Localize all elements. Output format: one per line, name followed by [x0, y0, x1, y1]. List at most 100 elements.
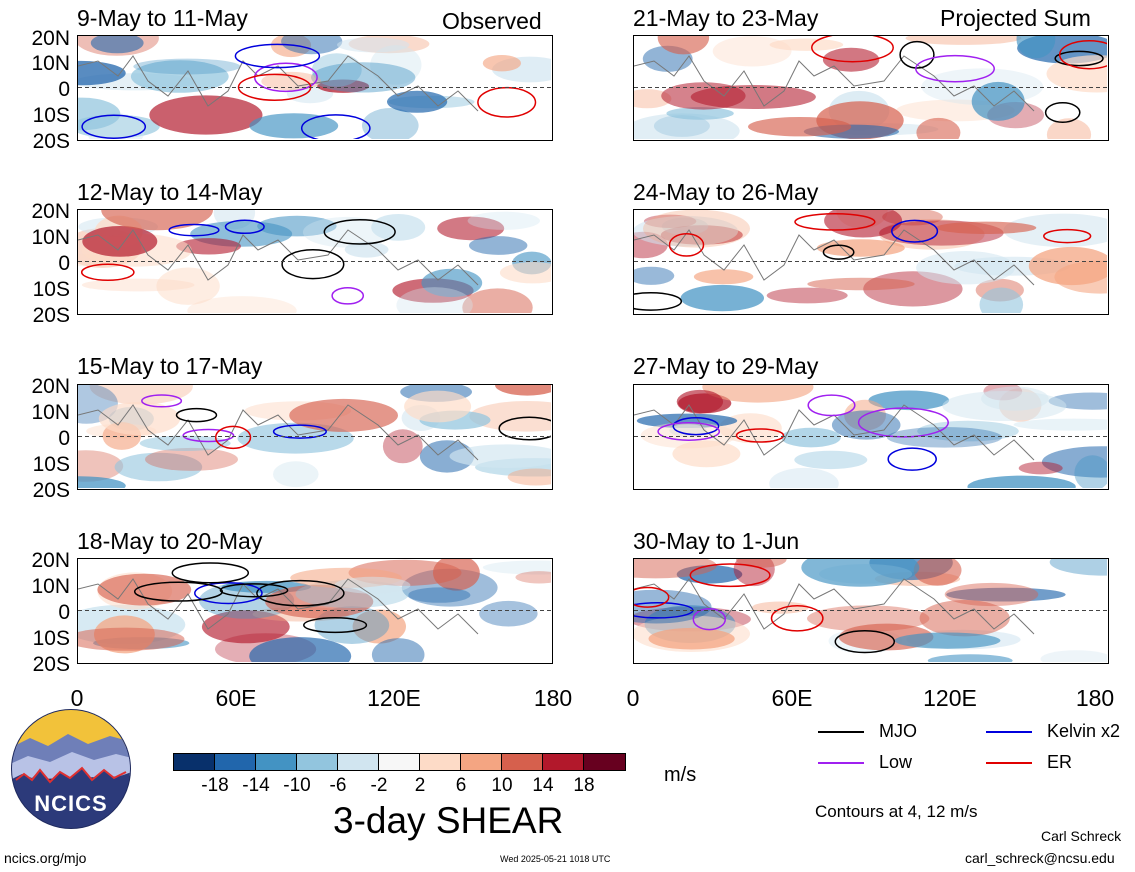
colorbar-swatch — [173, 753, 215, 771]
contour — [331, 286, 365, 305]
shear-blob — [133, 58, 241, 75]
colorbar-label: -18 — [201, 775, 229, 796]
shear-blob — [824, 210, 903, 238]
colorbar-swatch — [460, 753, 502, 771]
shear-blob — [404, 390, 472, 423]
panel-title: 24-May to 26-May — [633, 179, 819, 205]
contour — [807, 394, 856, 417]
map-panel — [77, 35, 553, 141]
lat-label: 20N — [31, 27, 70, 50]
contour — [915, 54, 995, 83]
map-field — [78, 559, 551, 662]
panel-title: 27-May to 29-May — [633, 353, 819, 379]
contour — [770, 604, 824, 632]
shear-blob — [482, 560, 551, 575]
shear-blob — [801, 559, 920, 587]
shear-blob — [946, 587, 1066, 602]
contour — [657, 422, 721, 441]
footer-email[interactable]: carl_schreck@ncsu.edu — [965, 850, 1115, 866]
contour — [300, 114, 371, 139]
colorbar-swatch — [378, 753, 420, 771]
lat-label: 20S — [32, 130, 70, 153]
shear-blob — [479, 600, 538, 627]
shear-blob — [78, 627, 185, 651]
lat-label: 10S — [32, 627, 70, 650]
shear-blob — [387, 90, 448, 113]
shear-blob — [261, 71, 322, 91]
shear-blob — [437, 216, 505, 241]
contour — [811, 36, 894, 63]
shear-blob — [816, 239, 905, 257]
contour — [1043, 228, 1092, 244]
shear-blob — [822, 47, 880, 72]
contour — [498, 416, 551, 441]
shear-blob — [469, 401, 551, 432]
shear-blob — [97, 573, 192, 606]
legend-label-kelvin: Kelvin x2 — [1047, 721, 1121, 741]
map-panel — [633, 209, 1109, 315]
shear-blob — [352, 609, 406, 644]
contour — [182, 428, 235, 443]
shear-blob — [643, 210, 750, 248]
shear-blob — [794, 450, 868, 470]
shear-blob — [666, 107, 734, 120]
contour — [175, 407, 218, 423]
lon-label: 60E — [215, 685, 257, 711]
map-field — [78, 210, 551, 313]
map-panel — [633, 558, 1109, 664]
lon-label: 180 — [533, 685, 573, 711]
shear-blob — [913, 559, 962, 586]
shear-blob — [382, 429, 423, 464]
shear-blob — [634, 559, 717, 579]
shear-blob — [249, 637, 352, 662]
shear-blob — [145, 447, 238, 471]
lat-label: 10N — [31, 401, 70, 424]
panel-tag: Projected Sum — [940, 5, 1091, 31]
lat-label: 20S — [32, 304, 70, 327]
shear-blob — [337, 37, 410, 53]
colorbar-label: -2 — [370, 775, 388, 796]
panel-title: 12-May to 14-May — [77, 179, 263, 205]
contour — [899, 40, 935, 69]
shear-blob — [905, 36, 1022, 45]
shear-blob — [499, 262, 551, 284]
map-panel — [77, 558, 553, 664]
lat-label: 20S — [32, 653, 70, 676]
footer-url[interactable]: ncics.org/mjo — [4, 850, 87, 866]
panel-title: 15-May to 17-May — [77, 353, 263, 379]
contour — [1058, 39, 1107, 70]
shear-blob — [82, 226, 158, 257]
shear-blob — [1074, 455, 1107, 488]
lon-label: 120E — [923, 685, 977, 711]
legend-line-low — [818, 762, 864, 764]
shear-blob — [495, 385, 551, 396]
shear-blob — [362, 108, 419, 139]
shear-blob — [781, 427, 841, 448]
colorbar-swatch — [542, 753, 584, 771]
shear-blob — [334, 576, 411, 594]
shear-blob — [967, 475, 1076, 488]
shear-blob — [886, 427, 1003, 448]
contour — [256, 579, 345, 607]
lon-label: 120E — [367, 685, 421, 711]
map-panel — [77, 384, 553, 490]
shear-blob — [469, 236, 528, 255]
lat-label: 20N — [31, 375, 70, 398]
colorbar-swatch — [296, 753, 338, 771]
shear-blob — [249, 113, 339, 139]
shear-blob — [187, 296, 297, 313]
coastline — [634, 55, 1035, 112]
contour — [634, 586, 670, 608]
lat-label: 10N — [31, 226, 70, 249]
colorbar-label: -10 — [283, 775, 311, 796]
lat-label: 10N — [31, 52, 70, 75]
colorbar-swatch — [419, 753, 461, 771]
shear-blob — [78, 450, 124, 482]
shear-blob — [680, 284, 764, 312]
contour — [81, 114, 147, 139]
shear-blob — [467, 211, 540, 230]
shear-blob — [769, 467, 839, 488]
shear-blob — [265, 584, 374, 619]
colorbar-swatch — [255, 753, 297, 771]
shear-blob — [257, 215, 337, 237]
